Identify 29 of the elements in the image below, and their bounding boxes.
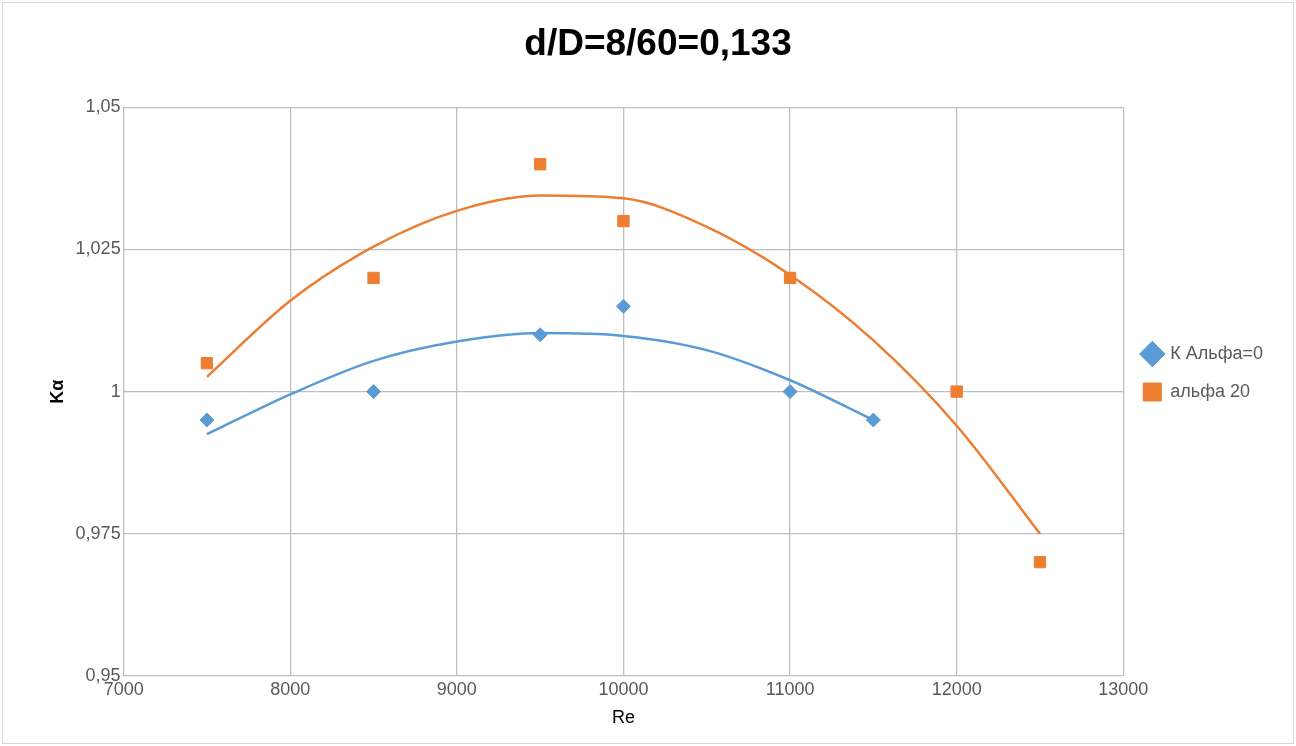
point	[366, 384, 382, 400]
x-axis-title: Re	[611, 707, 635, 728]
point	[532, 327, 548, 343]
point	[367, 271, 380, 285]
legend-label: К Альфа=0	[1170, 342, 1263, 363]
y-tick-label: 1	[110, 380, 121, 401]
line-series	[205, 194, 1042, 535]
point	[615, 298, 631, 314]
y-axis-title: Kα	[46, 379, 67, 404]
chart-title: d/D=8/60=0,133	[524, 22, 792, 64]
point	[783, 271, 797, 285]
point	[200, 357, 214, 370]
point	[865, 412, 881, 428]
y-tick-label: 0,975	[75, 522, 121, 543]
x-tick-label: 12000	[931, 678, 982, 699]
point	[617, 214, 630, 228]
legend-label: альфа 20	[1170, 380, 1251, 401]
point	[199, 412, 215, 428]
x-tick-label: 13000	[1098, 678, 1149, 699]
point	[534, 158, 547, 171]
point	[950, 385, 963, 398]
point	[782, 384, 798, 400]
y-tick-label: 1,05	[85, 96, 121, 117]
x-tick-label: 11000	[765, 678, 815, 699]
y-tick-label: 1,025	[75, 238, 121, 259]
point	[1033, 555, 1047, 569]
x-tick-label: 9000	[436, 678, 477, 699]
x-tick-label: 8000	[270, 678, 311, 699]
x-tick-label: 10000	[598, 678, 649, 699]
